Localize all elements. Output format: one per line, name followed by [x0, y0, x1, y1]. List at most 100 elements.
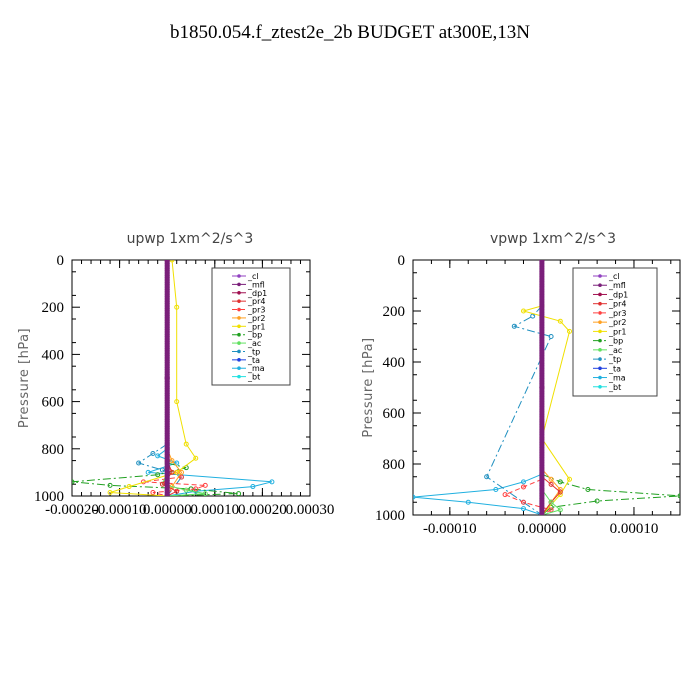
panel-vpwp: vpwp 1xm^2/s^3 Pressure [hPa] 0 200 400 600 80… — [361, 231, 681, 537]
legend-marker — [237, 332, 241, 337]
center-marker — [539, 442, 545, 446]
center-marker — [164, 440, 170, 444]
center-marker — [539, 419, 545, 423]
legend-label: _bp — [247, 331, 262, 340]
y-tick-label: 200 — [42, 300, 65, 316]
center-marker — [164, 475, 170, 479]
legend-marker — [598, 320, 602, 324]
series-line-pr4 — [541, 476, 562, 515]
legend-label: _mfl — [247, 280, 265, 289]
center-marker — [539, 505, 545, 509]
center-marker — [539, 470, 545, 474]
center-marker — [539, 335, 545, 338]
center-marker — [164, 326, 170, 330]
data-point — [520, 479, 526, 485]
series-line-bp — [541, 473, 680, 515]
center-marker — [164, 456, 170, 460]
center-marker — [164, 341, 170, 345]
center-marker — [539, 260, 545, 262]
center-marker — [164, 303, 170, 307]
data-point — [594, 498, 600, 504]
center-marker — [539, 444, 545, 448]
center-marker — [164, 454, 170, 458]
center-marker — [164, 444, 170, 448]
center-marker — [164, 300, 170, 304]
y-tick-label: 400 — [383, 355, 406, 371]
center-marker — [164, 338, 170, 342]
data-point — [677, 493, 680, 499]
series-line-pr2 — [166, 448, 183, 496]
center-marker — [539, 347, 545, 351]
center-marker — [164, 357, 170, 361]
center-marker — [539, 431, 545, 435]
center-marker — [539, 284, 545, 287]
center-marker — [164, 461, 170, 465]
series-line-ac — [161, 472, 206, 496]
center-marker — [539, 329, 545, 333]
center-marker — [164, 492, 170, 496]
data-point — [548, 481, 554, 487]
center-marker — [164, 329, 170, 333]
center-marker — [164, 298, 170, 302]
center-marker — [539, 449, 545, 453]
legend-marker — [598, 338, 602, 343]
center-marker — [164, 305, 170, 309]
data-point — [126, 484, 132, 490]
center-marker — [539, 314, 545, 318]
legend-label: _bt — [247, 373, 260, 382]
data-point — [107, 482, 113, 488]
center-marker — [539, 373, 545, 377]
center-marker — [164, 485, 170, 489]
center-marker — [164, 435, 170, 439]
center-marker — [164, 494, 170, 496]
y-tick-label: 800 — [383, 457, 406, 473]
center-marker — [539, 332, 545, 336]
data-point — [557, 507, 563, 513]
data-point — [520, 499, 526, 505]
legend-marker — [237, 324, 241, 329]
center-marker — [164, 270, 170, 274]
center-marker — [539, 477, 545, 481]
panel-title: vpwp 1xm^2/s^3 — [490, 231, 616, 247]
center-marker — [539, 370, 545, 374]
series-line-tp — [137, 443, 183, 496]
center-marker — [164, 470, 170, 474]
legend-label: _ta — [608, 364, 621, 373]
center-marker — [539, 513, 545, 515]
center-marker — [539, 437, 545, 440]
legend-marker — [598, 292, 602, 297]
center-marker — [539, 396, 545, 400]
center-marker — [539, 319, 545, 323]
y-tick-label: 600 — [42, 395, 65, 411]
data-point — [502, 492, 508, 498]
data-point — [548, 507, 554, 513]
data-point — [567, 476, 573, 482]
center-marker — [539, 296, 545, 300]
center-marker — [539, 475, 545, 479]
data-point — [548, 476, 554, 482]
data-point — [193, 455, 199, 461]
center-marker — [164, 282, 170, 286]
x-tick-label: 0.00010 — [190, 502, 239, 518]
center-marker — [164, 348, 170, 352]
center-marker — [164, 402, 170, 406]
center-marker — [164, 334, 170, 338]
center-marker — [164, 362, 170, 366]
center-marker — [539, 391, 545, 395]
legend-label: _pr1 — [608, 327, 626, 336]
x-tick-label: 0.00020 — [238, 502, 287, 518]
plot-frame — [71, 259, 311, 497]
center-marker — [539, 271, 545, 275]
series-line-bp — [72, 462, 239, 496]
center-marker — [164, 286, 170, 290]
center-marker — [164, 466, 170, 470]
center-marker — [164, 350, 170, 354]
center-marker — [539, 386, 545, 389]
center-marker — [164, 277, 170, 281]
center-marker — [164, 345, 170, 349]
center-marker — [164, 480, 170, 484]
y-tick-label: 0 — [57, 253, 65, 269]
center-marker — [539, 500, 545, 504]
center-marker — [539, 452, 545, 456]
